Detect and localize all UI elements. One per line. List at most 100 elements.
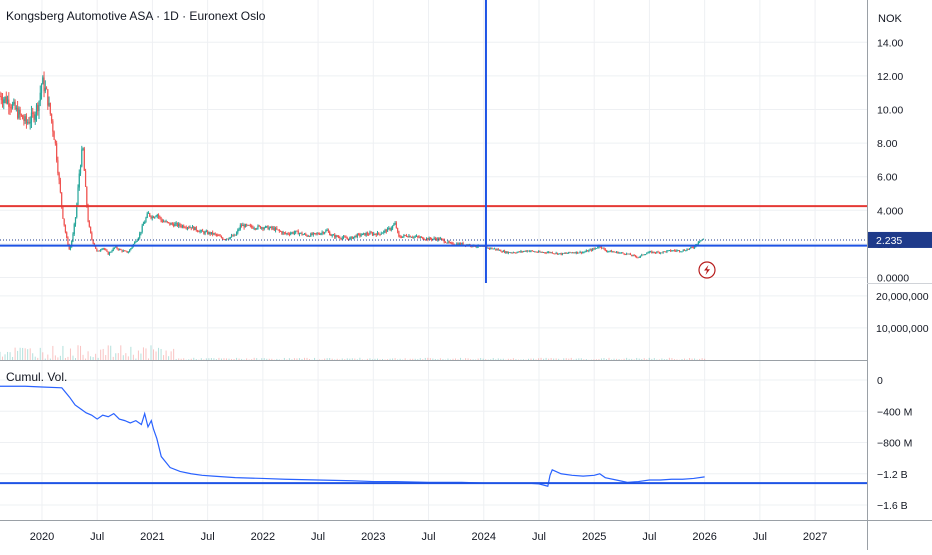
candle-body xyxy=(350,237,351,238)
candle-body xyxy=(496,249,497,250)
candle-body xyxy=(67,238,68,245)
candle-body xyxy=(577,252,578,253)
candle-body xyxy=(597,248,598,249)
candle-body xyxy=(299,233,300,234)
volume-bar xyxy=(188,359,189,360)
candle-body xyxy=(625,254,626,255)
volume-bar xyxy=(664,359,665,360)
candle-body xyxy=(514,252,515,253)
candle-body xyxy=(27,122,28,123)
candle-body xyxy=(393,225,394,226)
candle-body xyxy=(542,252,543,253)
candle-body xyxy=(621,253,622,254)
candle-body xyxy=(699,241,700,242)
volume-bar xyxy=(266,359,267,360)
volume-bar xyxy=(100,350,101,360)
volume-bar xyxy=(578,358,579,360)
volume-bar xyxy=(400,359,401,360)
volume-bar xyxy=(568,359,569,360)
candle-body xyxy=(552,252,553,253)
candle-body xyxy=(338,237,339,238)
volume-bar xyxy=(153,349,154,360)
candle-body xyxy=(255,228,256,229)
candle-body xyxy=(515,253,516,254)
volume-bar xyxy=(168,356,169,360)
candle-body xyxy=(89,221,90,226)
candle-body xyxy=(499,250,500,251)
candle-body xyxy=(137,240,138,242)
candle-body xyxy=(347,238,348,239)
candle-body xyxy=(81,150,82,167)
volume-bar xyxy=(251,359,252,360)
candle-body xyxy=(235,235,236,236)
candle-body xyxy=(337,235,338,236)
candle-body xyxy=(591,249,592,250)
candle-body xyxy=(664,251,665,252)
candle-body xyxy=(70,247,71,249)
time-tick-label: 2027 xyxy=(803,531,827,543)
candle-body xyxy=(530,251,531,252)
volume-bar xyxy=(125,353,126,360)
candle-body xyxy=(14,102,15,109)
volume-bar xyxy=(301,359,302,360)
candle-body xyxy=(61,192,62,206)
candle-body xyxy=(491,248,492,249)
cumulative-volume-series xyxy=(0,386,867,486)
candle-body xyxy=(174,224,175,226)
candle-body xyxy=(157,215,158,216)
candle-body xyxy=(323,232,324,233)
candle-body xyxy=(90,227,91,233)
volume-bar xyxy=(143,347,144,360)
candle-body xyxy=(163,222,164,223)
candle-body xyxy=(274,228,275,231)
volume-bar xyxy=(135,359,136,360)
candle-body xyxy=(304,234,305,235)
candle-body xyxy=(574,253,575,254)
candle-body xyxy=(416,236,417,237)
candle-body xyxy=(303,234,304,235)
candle-body xyxy=(290,233,291,234)
candle-body xyxy=(329,232,330,235)
candle-body xyxy=(566,253,567,254)
candle-body xyxy=(615,252,616,253)
volume-bar xyxy=(105,355,106,360)
candle-body xyxy=(396,223,397,228)
candle-body xyxy=(666,251,667,252)
volume-bar xyxy=(498,358,499,360)
volume-bar xyxy=(45,359,46,360)
volume-bar xyxy=(614,359,615,360)
candle-body xyxy=(435,238,436,239)
candle-body xyxy=(446,243,447,244)
volume-bar xyxy=(458,359,459,360)
candle-body xyxy=(403,235,404,236)
candle-body xyxy=(252,227,253,228)
volume-bar xyxy=(704,359,705,360)
candle-body xyxy=(222,238,223,239)
time-tick-label: 2020 xyxy=(30,531,54,543)
volume-bar xyxy=(452,359,453,360)
candle-body xyxy=(407,236,408,237)
candle-body xyxy=(153,217,154,218)
volume-bar xyxy=(450,359,451,360)
volume-bar xyxy=(377,359,378,360)
volume-bar xyxy=(485,359,486,360)
candle-body xyxy=(172,223,173,224)
candle-body xyxy=(143,224,144,226)
lightning-circle-icon[interactable] xyxy=(699,262,715,278)
candle-body xyxy=(592,249,593,251)
volume-bar xyxy=(344,359,345,360)
candle-body xyxy=(425,239,426,240)
candle-body xyxy=(636,257,637,258)
candle-body xyxy=(654,252,655,253)
volume-bar xyxy=(551,358,552,360)
volume-bar xyxy=(78,345,79,360)
candle-body xyxy=(449,241,450,242)
candle-body xyxy=(334,235,335,238)
candle-body xyxy=(121,250,122,251)
volume-bar xyxy=(412,359,413,360)
candle-body xyxy=(188,227,189,228)
volume-bar xyxy=(669,358,670,360)
volume-bar xyxy=(183,358,184,360)
candle-body xyxy=(340,238,341,239)
